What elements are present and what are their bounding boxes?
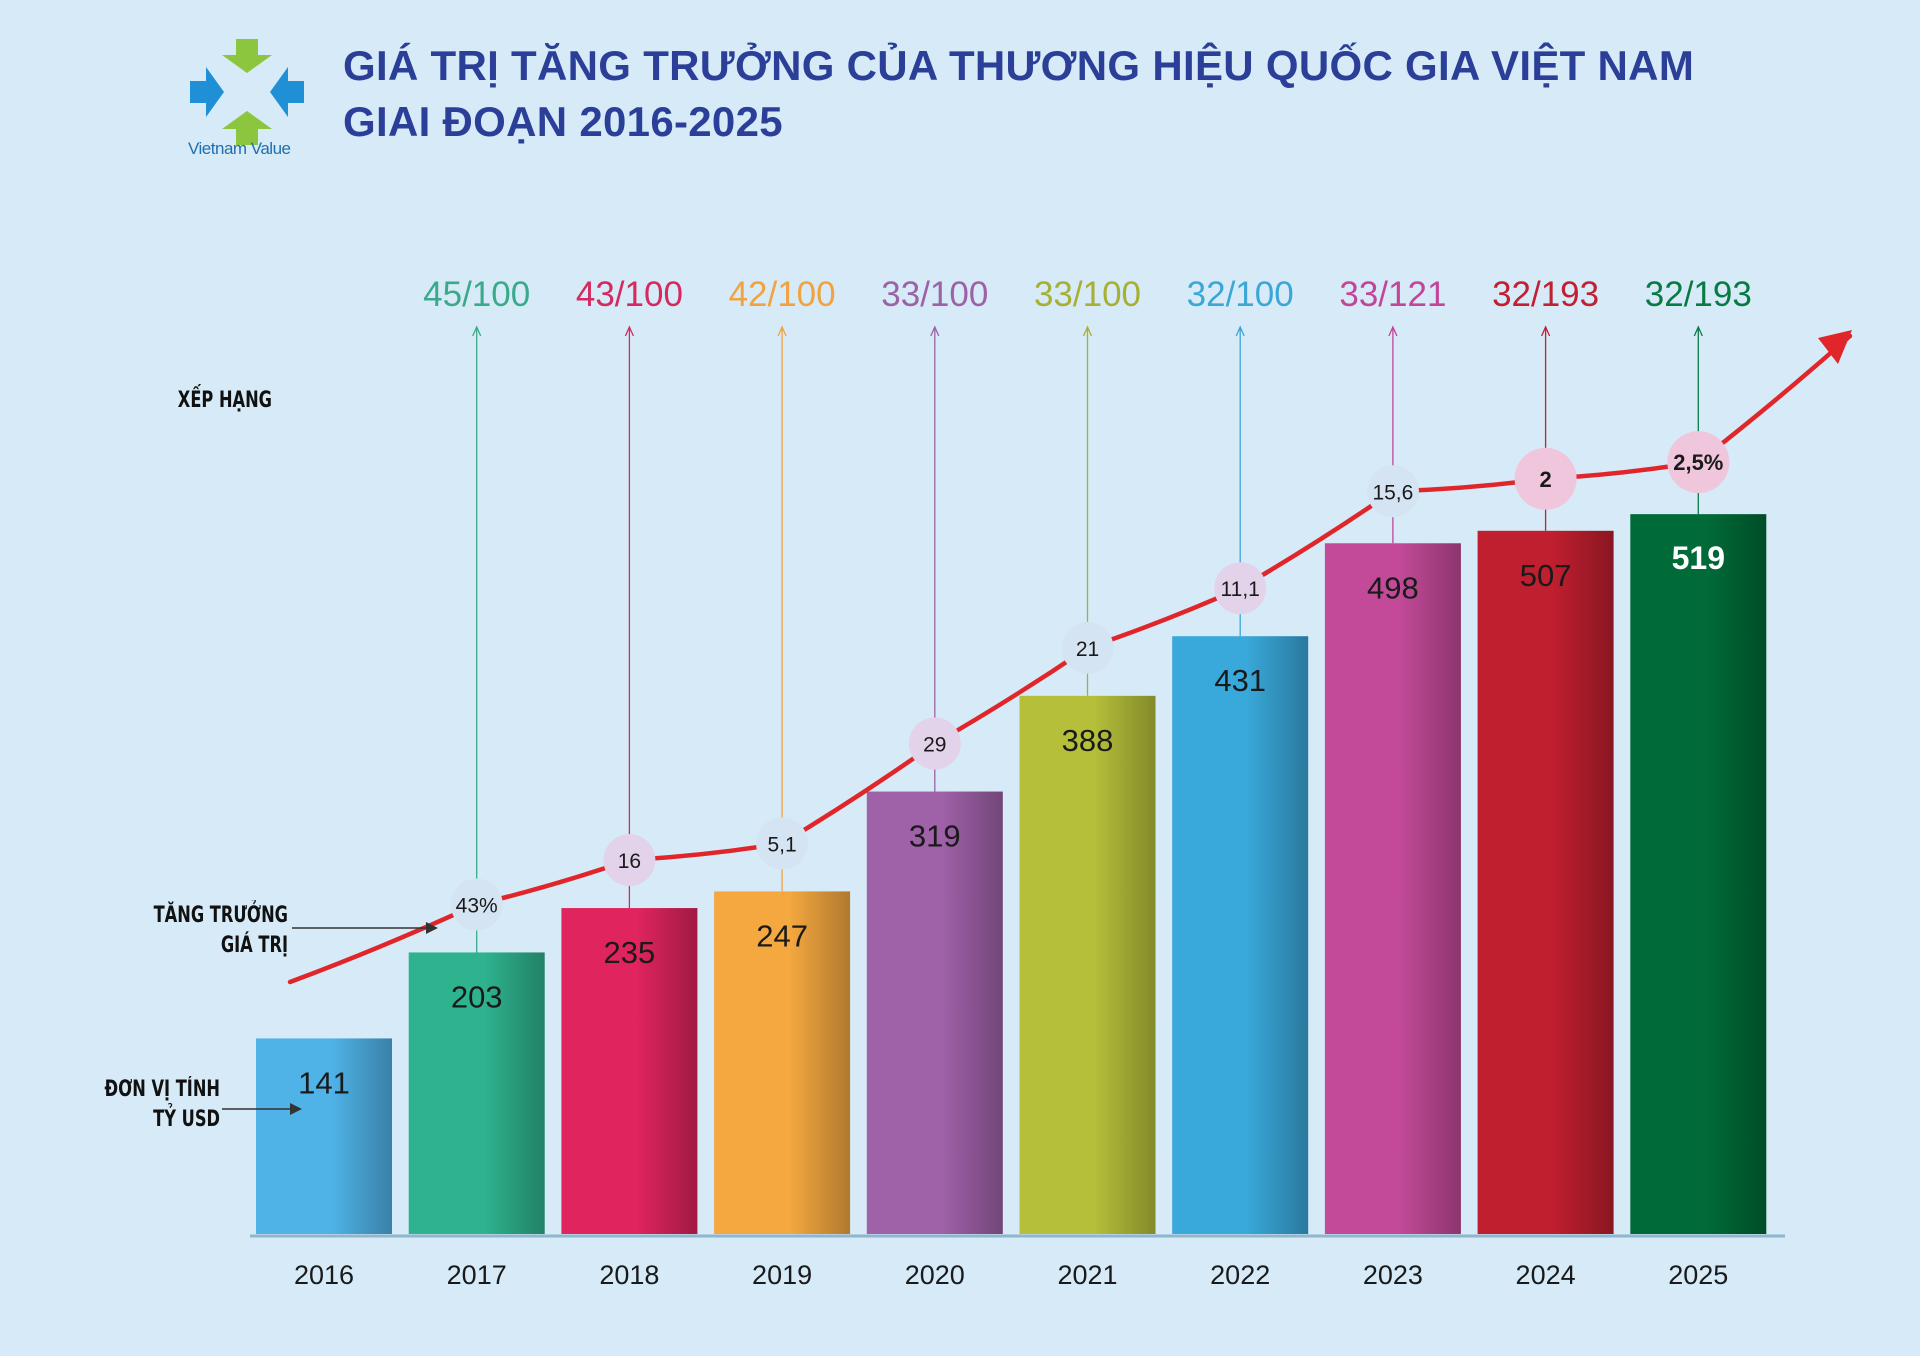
ranking-guide-arrow <box>1541 325 1551 337</box>
logo-blue-arrows-icon <box>190 67 304 117</box>
growth-bubble <box>1214 562 1267 615</box>
x-tick-label: 2017 <box>447 1260 507 1290</box>
ranking-guide-arrow <box>777 325 787 337</box>
growth-bubble <box>908 717 961 770</box>
ranking-guide-arrow <box>1388 325 1398 337</box>
title-line-2: GIAI ĐOẠN 2016-2025 <box>343 98 783 145</box>
ranking-guide-arrow <box>930 325 940 337</box>
ranking-guide-arrow <box>1082 325 1093 337</box>
bar-2017 <box>408 952 545 1234</box>
x-tick-label: 2018 <box>599 1260 659 1290</box>
ranking-label-2025: 32/193 <box>1645 275 1752 314</box>
title-line-1: GIÁ TRỊ TĂNG TRƯỞNG CỦA THƯƠNG HIỆU QUỐC… <box>343 42 1695 89</box>
ranking-label-2024: 32/193 <box>1492 275 1599 314</box>
growth-bubble <box>450 878 503 931</box>
unit-label-line-1: ĐƠN VỊ TÍNH <box>104 1077 220 1102</box>
ranking-guide-arrow <box>472 325 482 337</box>
x-tick-label: 2023 <box>1363 1260 1423 1290</box>
bar-2021 <box>1019 695 1156 1234</box>
bar-value-label: 519 <box>1672 540 1725 576</box>
ranking-label-2020: 33/100 <box>881 275 988 314</box>
ranking-guide-arrow <box>624 325 634 337</box>
growth-label-2025: 2,5% <box>1673 450 1723 475</box>
bar-2016 <box>256 1038 392 1234</box>
trend-arrow-head-icon <box>1818 330 1852 364</box>
growth-label-2021: 21 <box>1076 638 1099 661</box>
unit-label: ĐƠN VỊ TÍNH TỶ USD <box>89 1075 220 1135</box>
growth-label-2019: 5,1 <box>767 833 796 856</box>
x-tick-label: 2024 <box>1516 1260 1576 1290</box>
bar-value-label: 498 <box>1367 570 1419 605</box>
ranking-label-2023: 33/121 <box>1339 275 1446 314</box>
growth-label-2017: 43% <box>456 894 498 917</box>
bar-value-label: 431 <box>1214 663 1266 698</box>
bar-value-label: 247 <box>756 918 808 953</box>
x-tick-label: 2020 <box>905 1260 965 1290</box>
ranking-label-2021: 33/100 <box>1034 275 1141 314</box>
logo-green-arrows-icon <box>222 39 272 145</box>
bar-2025 <box>1630 514 1767 1234</box>
bar-2023 <box>1324 543 1461 1234</box>
vietnam-value-logo <box>190 39 304 145</box>
bar-value-label: 141 <box>298 1065 350 1100</box>
bar-value-label: 235 <box>604 935 656 970</box>
bar-value-label: 203 <box>451 979 503 1014</box>
growth-bubble <box>756 817 809 870</box>
bar-2019 <box>714 891 851 1234</box>
growth-bubble <box>1514 447 1577 510</box>
page-title: GIÁ TRỊ TĂNG TRƯỞNG CỦA THƯƠNG HIỆU QUỐC… <box>343 38 1694 150</box>
growth-bubble <box>1667 431 1730 494</box>
unit-label-line-2: TỶ USD <box>153 1107 220 1132</box>
growth-label-line-1: TĂNG TRƯỞNG <box>153 903 288 928</box>
logo-text: Vietnam Value <box>188 139 291 158</box>
ranking-guide-arrow <box>1235 325 1245 337</box>
bar-2018 <box>561 908 698 1234</box>
growth-label-2018: 16 <box>618 850 641 873</box>
ranking-label-2022: 32/100 <box>1187 275 1294 314</box>
growth-bubble <box>1366 465 1419 518</box>
bar-value-label: 388 <box>1062 723 1114 758</box>
bar-value-label: 507 <box>1520 558 1572 593</box>
x-tick-label: 2025 <box>1668 1260 1728 1290</box>
growth-label-line-2: GIÁ TRỊ <box>220 933 288 958</box>
bar-2024 <box>1477 530 1614 1234</box>
growth-label: TĂNG TRƯỞNG GIÁ TRỊ <box>134 901 288 961</box>
ranking-label-2019: 42/100 <box>729 275 836 314</box>
x-tick-label: 2022 <box>1210 1260 1270 1290</box>
bar-value-label: 319 <box>909 819 961 854</box>
growth-label-2020: 29 <box>923 734 946 757</box>
x-tick-label: 2021 <box>1057 1260 1117 1290</box>
x-tick-label: 2019 <box>752 1260 812 1290</box>
growth-bubble <box>1061 621 1114 674</box>
growth-label-2024: 2 <box>1539 467 1551 492</box>
growth-label-2023: 15,6 <box>1372 481 1413 504</box>
ranking-guide-arrow <box>1693 325 1703 337</box>
bar-2022 <box>1172 636 1309 1234</box>
growth-bubble <box>603 834 656 887</box>
ranking-label-2018: 43/100 <box>576 275 683 314</box>
x-tick-label: 2016 <box>294 1260 354 1290</box>
ranking-label: XẾP HẠNG <box>177 388 272 413</box>
ranking-label-2017: 45/100 <box>423 275 530 314</box>
growth-label-2022: 11,1 <box>1221 578 1260 601</box>
bar-2020 <box>866 791 1003 1234</box>
